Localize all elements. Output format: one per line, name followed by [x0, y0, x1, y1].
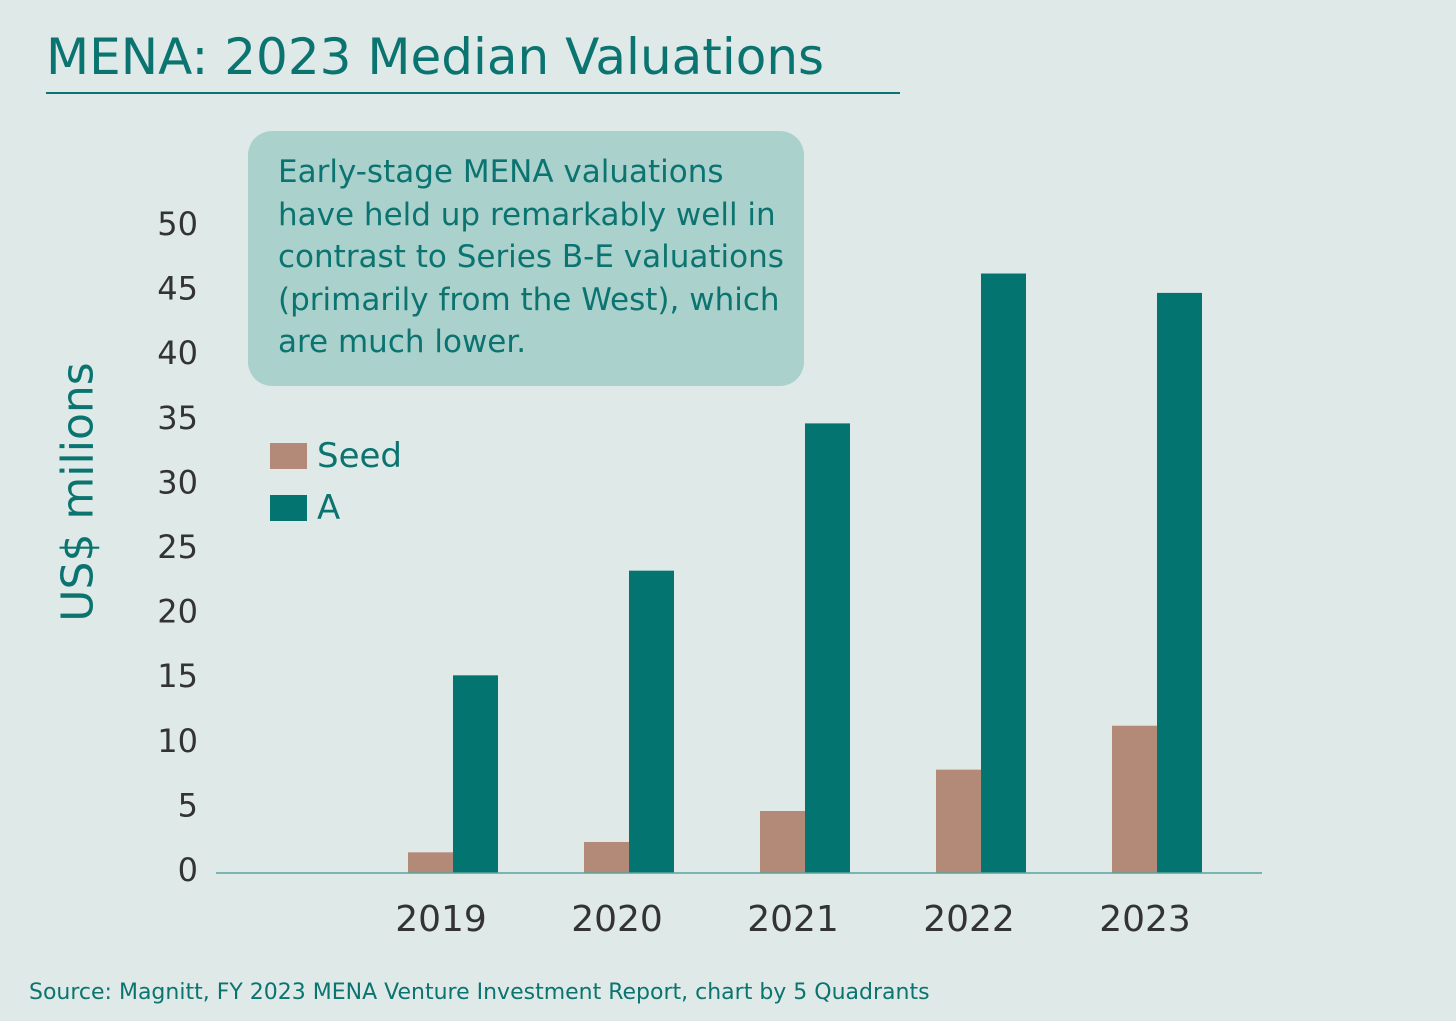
- x-tick-label: 2022: [923, 899, 1015, 940]
- title-underline: [46, 92, 900, 94]
- y-axis-label: US$ milions: [52, 362, 104, 622]
- x-tick-label: 2023: [1099, 899, 1191, 940]
- bar-a-2020: [629, 570, 674, 873]
- y-tick-label: 5: [178, 786, 198, 824]
- y-tick-label: 30: [157, 463, 198, 501]
- callout-line: Early-stage MENA valuations: [278, 154, 724, 190]
- annotation-callout: Early-stage MENA valuations have held up…: [248, 131, 804, 386]
- y-tick-label: 15: [157, 657, 198, 695]
- legend-swatch-a: [270, 495, 307, 521]
- legend: Seed A: [270, 430, 402, 534]
- y-tick-label: 0: [178, 851, 198, 889]
- y-tick-label: 50: [157, 205, 198, 243]
- bar-seed-2019: [408, 852, 453, 873]
- x-tick-label: 2019: [395, 899, 487, 940]
- bar-a-2023: [1157, 292, 1202, 874]
- callout-line: have held up remarkably well in: [278, 196, 776, 233]
- y-tick-label: 20: [157, 593, 198, 631]
- callout-line: (primarily from the West), which: [278, 281, 780, 318]
- bar-a-2021: [805, 423, 850, 873]
- y-tick-label: 10: [157, 722, 198, 760]
- legend-item-seed: Seed: [270, 430, 402, 482]
- bar-seed-2022: [936, 769, 981, 873]
- callout-line: are much lower.: [278, 324, 527, 360]
- source-note: Source: Magnitt, FY 2023 MENA Venture In…: [29, 980, 930, 1005]
- bar-a-2022: [981, 273, 1026, 874]
- bar-seed-2023: [1112, 725, 1157, 873]
- x-tick-label: 2020: [571, 899, 663, 940]
- legend-label-seed: Seed: [317, 436, 402, 476]
- bar-seed-2021: [760, 810, 805, 873]
- legend-item-a: A: [270, 482, 402, 534]
- y-tick-label: 40: [157, 334, 198, 372]
- y-tick-label: 45: [157, 270, 198, 308]
- bar-seed-2020: [584, 841, 629, 873]
- x-tick-label: 2021: [747, 899, 839, 940]
- chart-title: MENA: 2023 Median Valuations: [46, 28, 825, 86]
- y-tick-label: 25: [157, 528, 198, 566]
- legend-label-a: A: [317, 488, 341, 528]
- y-tick-label: 35: [157, 399, 198, 437]
- callout-line: contrast to Series B-E valuations: [278, 239, 784, 275]
- legend-swatch-seed: [270, 443, 307, 469]
- bar-a-2019: [453, 675, 498, 873]
